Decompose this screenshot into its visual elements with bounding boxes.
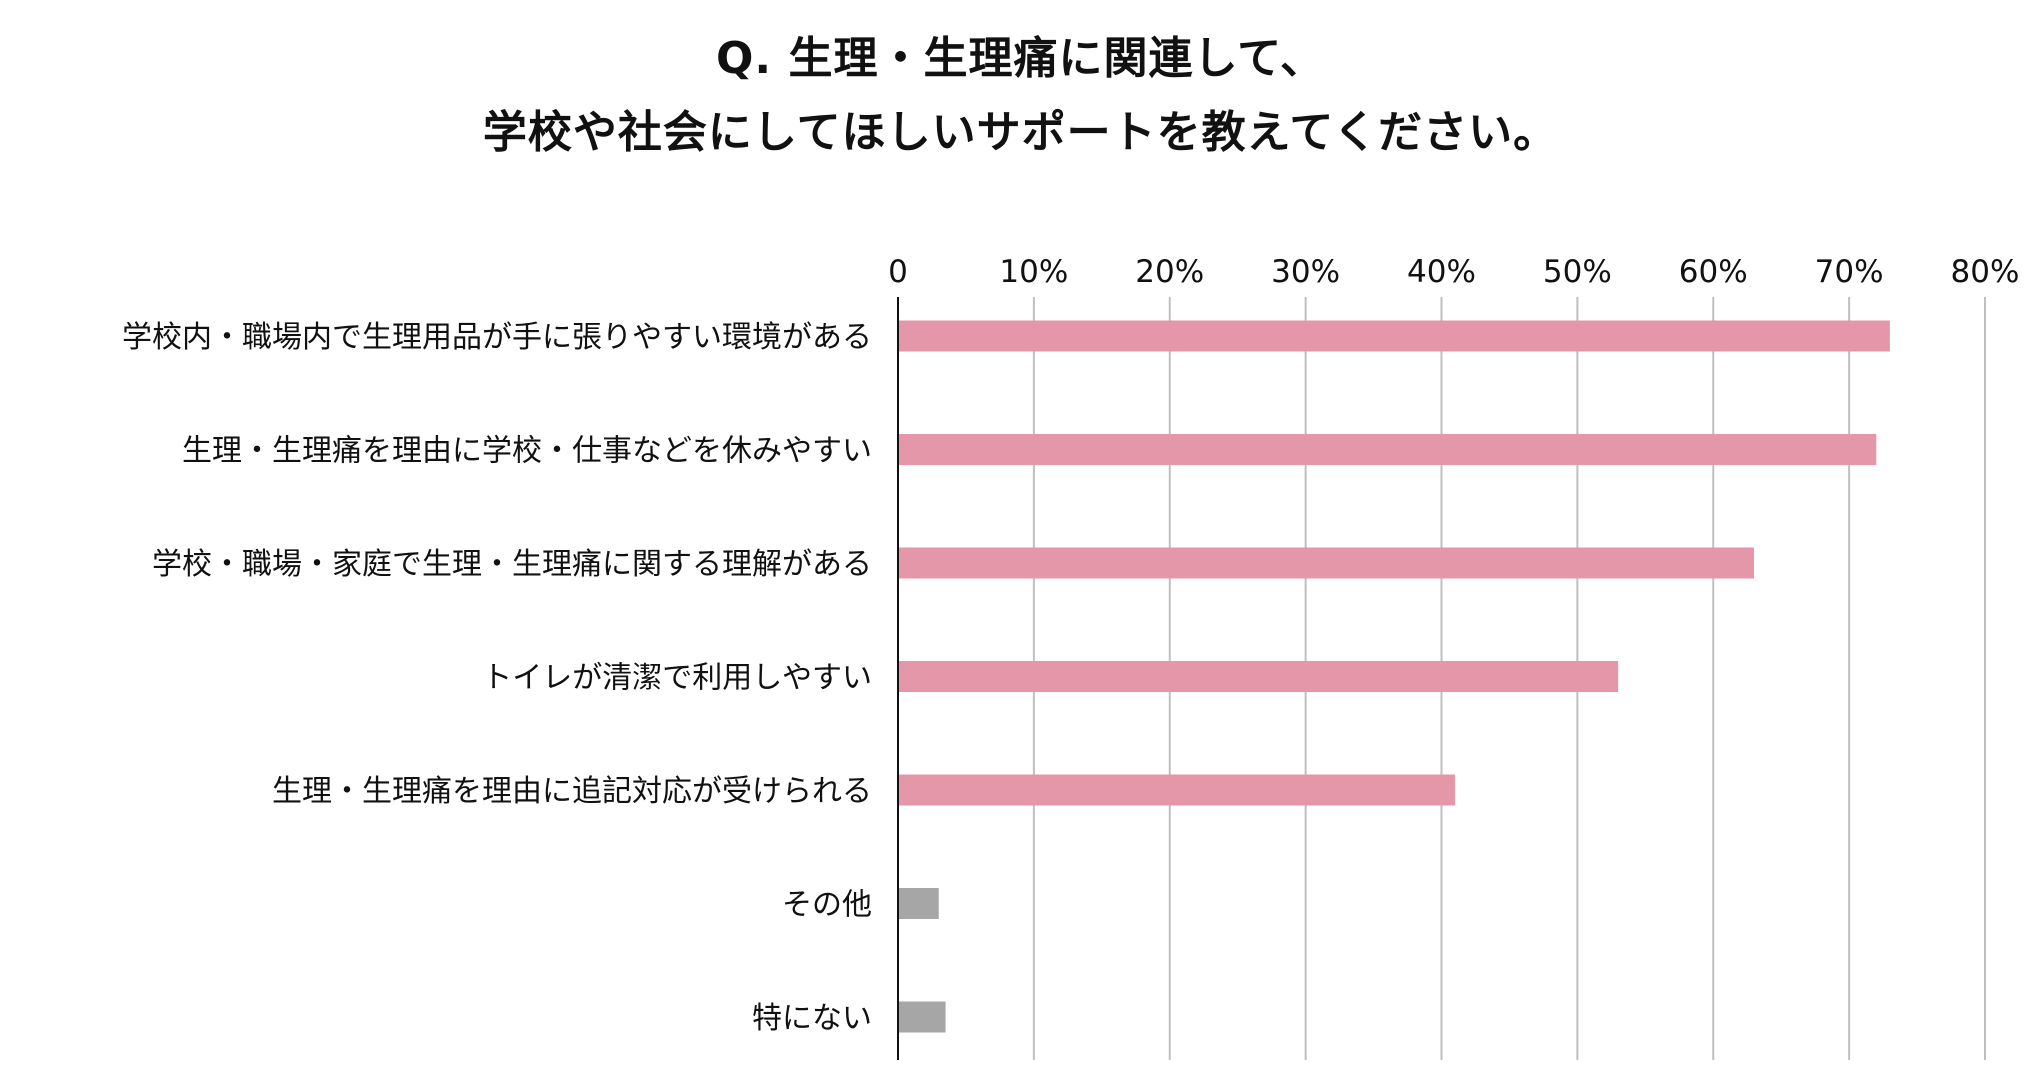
category-label: その他 [782, 888, 872, 923]
x-axis-tick-labels: 0 10% 20% 30% 40% 50% 60% 70% 80% [888, 254, 2019, 290]
x-tick-label: 40% [1407, 254, 1476, 290]
chart-title-line-2: 学校や社会にしてほしいサポートを教えてください。 [482, 107, 1559, 158]
bar [898, 547, 1755, 579]
x-tick-label: 20% [1135, 254, 1204, 290]
x-tick-label: 0 [888, 254, 908, 290]
bar [898, 661, 1619, 692]
bar [898, 888, 939, 919]
x-tick-label: 60% [1679, 254, 1748, 290]
category-label: 学校内・職場内で生理用品が手に張りやすい環境がある [122, 320, 872, 355]
category-label: 生理・生理痛を理由に学校・仕事などを休みやすい [182, 434, 872, 469]
bar [898, 434, 1877, 465]
category-label: 生理・生理痛を理由に追記対応が受けられる [272, 774, 872, 809]
category-label: トイレが清潔で利用しやすい [482, 661, 872, 696]
x-tick-label: 10% [999, 254, 1068, 290]
chart-title-line-1: Q. 生理・生理痛に関連して、 [716, 33, 1325, 84]
bars [898, 320, 1890, 1033]
bar [898, 320, 1890, 352]
x-tick-label: 50% [1543, 254, 1612, 290]
bar [898, 774, 1456, 806]
x-tick-label: 80% [1951, 254, 2020, 290]
x-tick-label: 70% [1815, 254, 1884, 290]
bar [898, 1001, 946, 1033]
category-labels: 学校内・職場内で生理用品が手に張りやすい環境がある生理・生理痛を理由に学校・仕事… [122, 320, 872, 1036]
category-label: 学校・職場・家庭で生理・生理痛に関する理解がある [152, 547, 872, 582]
category-label: 特にない [752, 1001, 872, 1036]
x-tick-label: 30% [1271, 254, 1340, 290]
